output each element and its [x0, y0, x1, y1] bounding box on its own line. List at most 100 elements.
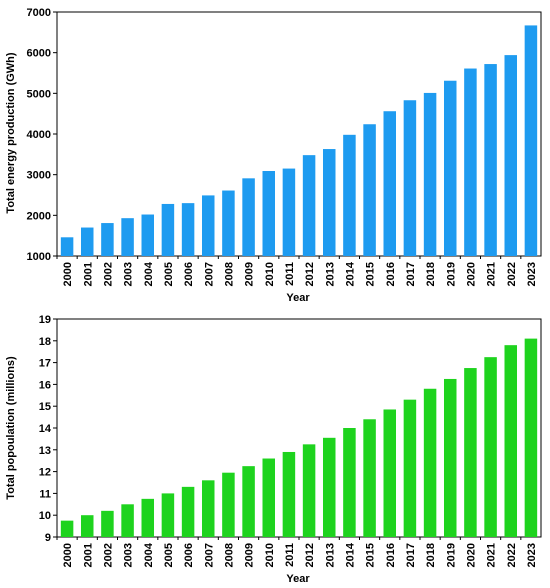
bar	[443, 80, 457, 256]
y-tick-label: 9	[45, 532, 51, 544]
x-tick-label: 2003	[123, 262, 135, 286]
x-tick-label: 2001	[82, 543, 94, 567]
bar	[222, 190, 235, 256]
y-tick-label: 15	[39, 401, 51, 413]
x-tick-label: 2000	[62, 543, 74, 567]
x-tick-label: 2018	[425, 543, 437, 567]
bar	[141, 498, 155, 537]
bar	[282, 168, 296, 256]
energy-production-chart: Total energy production (GWh) Year 1000 2…	[5, 7, 542, 304]
y-tick-label: 18	[39, 336, 51, 348]
bar	[121, 504, 134, 537]
bar	[242, 466, 255, 537]
bar	[464, 68, 477, 256]
y-tick-label: 19	[39, 314, 51, 326]
y-tick-label: 16	[39, 379, 51, 391]
bar	[60, 237, 74, 256]
x-tick-label: 2004	[143, 542, 155, 567]
bar	[383, 409, 397, 537]
x-tick-label: 2008	[223, 543, 235, 567]
bar	[343, 428, 356, 537]
bar	[403, 399, 417, 537]
x-tick-label: 2001	[82, 262, 94, 286]
y-tick-label: 4000	[27, 129, 51, 141]
x-tick-label: 2011	[284, 262, 296, 286]
x-tick-label: 2017	[405, 543, 417, 567]
bar	[222, 472, 235, 537]
x-axis-title: Year	[286, 292, 310, 304]
x-tick-label: 2002	[102, 543, 114, 567]
bar	[80, 227, 94, 256]
x-tick-label: 2011	[284, 543, 296, 567]
x-tick-label: 2019	[445, 543, 457, 567]
x-tick-label: 2019	[445, 262, 457, 286]
bar	[161, 203, 175, 256]
bar	[282, 451, 296, 537]
y-tick-label: 13	[39, 445, 51, 457]
y-tick-label: 1000	[27, 251, 51, 263]
bar	[484, 357, 497, 537]
y-axis-title: Total energy production (GWh)	[5, 52, 17, 213]
x-tick-label: 2021	[486, 262, 498, 286]
y-tick-label: 17	[39, 358, 51, 370]
x-tick-label: 2017	[405, 262, 417, 286]
y-tick-label: 6000	[27, 48, 51, 60]
bar	[322, 437, 336, 537]
bar	[403, 100, 417, 256]
x-tick-label: 2012	[304, 262, 316, 286]
bar	[504, 345, 518, 537]
x-tick-label: 2020	[465, 543, 477, 567]
x-tick-label: 2005	[163, 543, 175, 567]
y-tick-label: 2000	[27, 210, 51, 222]
x-tick-label: 2023	[526, 262, 538, 286]
x-tick-label: 2012	[304, 543, 316, 567]
bar	[322, 149, 336, 256]
x-tick-label: 2022	[506, 262, 518, 286]
x-tick-label: 2006	[183, 262, 195, 286]
bar	[181, 486, 195, 537]
y-tick-label: 5000	[27, 88, 51, 100]
y-tick-label: 10	[39, 510, 51, 522]
x-tick-label: 2014	[344, 542, 356, 567]
x-tick-label: 2010	[264, 262, 276, 286]
y-tick-label: 3000	[27, 170, 51, 182]
x-tick-label: 2021	[486, 543, 498, 567]
x-tick-label: 2009	[244, 543, 256, 567]
x-tick-label: 2013	[324, 543, 336, 567]
bar	[363, 124, 376, 257]
bar	[302, 155, 316, 256]
x-tick-label: 2015	[365, 262, 377, 286]
y-tick-label: 7000	[27, 7, 51, 19]
x-tick-label: 2016	[385, 262, 397, 286]
x-axis-title: Year	[286, 573, 310, 585]
x-tick-label: 2013	[324, 262, 336, 286]
bar	[423, 388, 437, 537]
x-tick-label: 2023	[526, 543, 538, 567]
bar	[363, 419, 376, 537]
x-tick-label: 2005	[163, 262, 175, 286]
y-tick-label: 14	[39, 423, 52, 435]
x-tick-label: 2018	[425, 262, 437, 286]
bar	[60, 520, 74, 537]
y-axis-title: Total popoulation (millions)	[5, 356, 17, 500]
bar	[201, 480, 215, 537]
y-tick-label: 11	[39, 488, 51, 500]
bar	[423, 92, 437, 256]
bar	[484, 64, 497, 256]
bar	[383, 111, 397, 256]
x-tick-label: 2008	[223, 262, 235, 286]
bar	[302, 444, 316, 537]
population-chart: Total popoulation (millions) Year 9 10 11 1…	[5, 314, 542, 585]
bar	[262, 458, 276, 537]
x-tick-label: 2006	[183, 543, 195, 567]
bar	[524, 338, 538, 537]
bar	[464, 368, 477, 537]
bar	[262, 171, 276, 256]
x-tick-label: 2004	[143, 261, 155, 286]
bar	[443, 378, 457, 537]
bar	[141, 214, 155, 256]
x-tick-label: 2022	[506, 543, 518, 567]
bar	[343, 134, 356, 256]
x-tick-label: 2014	[344, 261, 356, 286]
